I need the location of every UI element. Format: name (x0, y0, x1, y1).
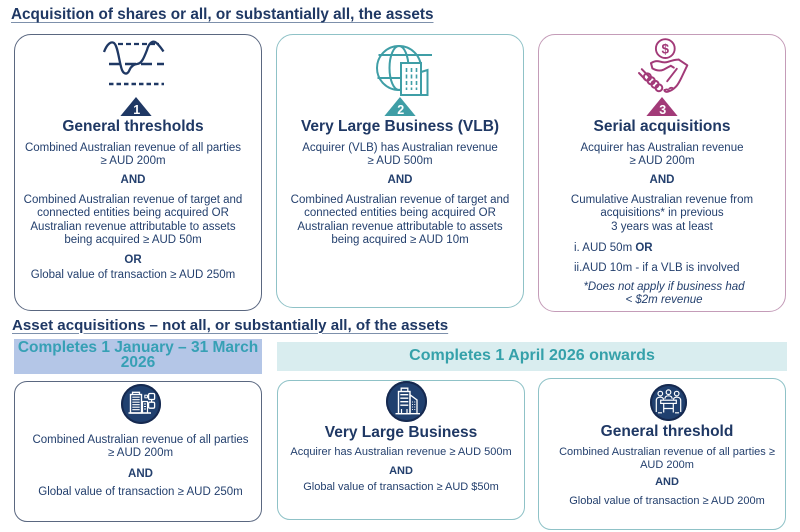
svg-text:3: 3 (659, 103, 666, 117)
svg-text:$: $ (662, 41, 670, 56)
svg-text:1: 1 (133, 103, 140, 117)
svg-text:2: 2 (397, 103, 404, 117)
